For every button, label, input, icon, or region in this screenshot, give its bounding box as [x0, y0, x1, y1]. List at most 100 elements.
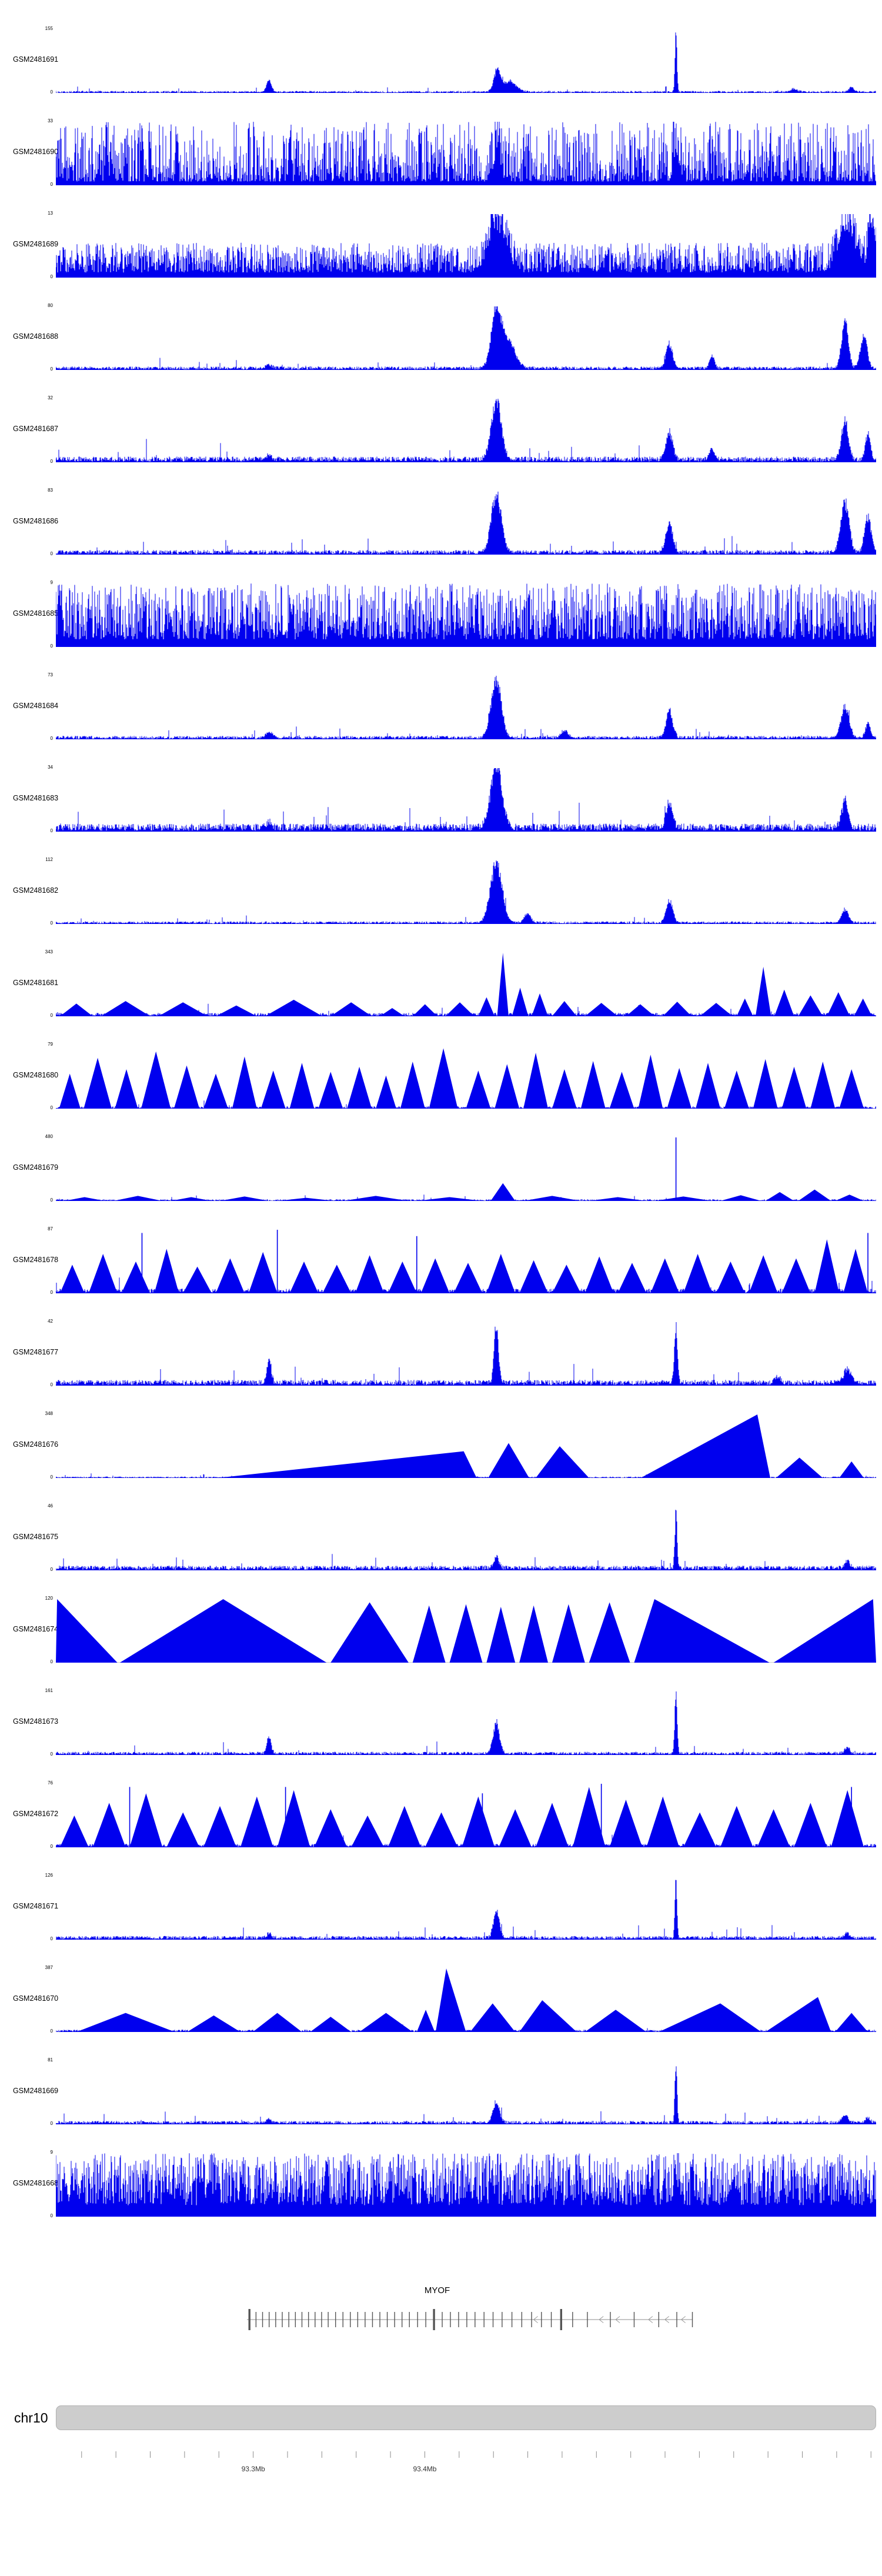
y-axis-max-label: 343 [45, 949, 53, 955]
y-axis-max-label: 73 [48, 672, 53, 678]
y-axis-zero-label: 0 [50, 2213, 53, 2218]
track-name: GSM2481683 [13, 794, 59, 802]
y-axis-zero-label: 0 [50, 366, 53, 372]
track-plot-area [56, 768, 876, 832]
y-axis-max-label: 161 [45, 1688, 53, 1693]
track-plot-area [56, 583, 876, 647]
y-axis-zero-label: 0 [50, 1197, 53, 1203]
track-signal-svg [56, 2066, 876, 2124]
y-axis-max-label: 79 [48, 1042, 53, 1047]
y-axis-max-label: 42 [48, 1319, 53, 1324]
signal-track-GSM2481688: GSM2481688 80 0 [0, 292, 882, 385]
y-axis-max-label: 9 [50, 580, 53, 585]
track-signal-svg [56, 122, 876, 185]
track-name: GSM2481676 [13, 1440, 59, 1449]
y-axis-max-label: 120 [45, 1596, 53, 1601]
signal-track-GSM2481672: GSM2481672 76 0 [0, 1770, 882, 1862]
track-plot-area [56, 1045, 876, 1109]
track-name: GSM2481690 [13, 148, 59, 156]
track-name: GSM2481671 [13, 1902, 59, 1910]
track-plot-area [56, 214, 876, 278]
signal-track-GSM2481670: GSM2481670 387 0 [0, 1954, 882, 2047]
y-axis-zero-label: 0 [50, 828, 53, 833]
y-axis-zero-label: 0 [50, 1659, 53, 1664]
y-axis-zero-label: 0 [50, 1751, 53, 1757]
track-signal-svg [56, 306, 876, 370]
signal-track-GSM2481676: GSM2481676 348 0 [0, 1400, 882, 1493]
y-axis-zero-label: 0 [50, 2121, 53, 2126]
track-signal-svg [56, 1784, 876, 1847]
signal-track-GSM2481669: GSM2481669 81 0 [0, 2047, 882, 2139]
track-name: GSM2481691 [13, 55, 59, 64]
track-plot-area [56, 1876, 876, 1940]
track-plot-area [56, 2061, 876, 2124]
track-plot-area [56, 953, 876, 1016]
track-signal-svg [56, 1880, 876, 1940]
signal-track-GSM2481681: GSM2481681 343 0 [0, 939, 882, 1031]
y-axis-max-label: 13 [48, 211, 53, 216]
y-axis-max-label: 155 [45, 26, 53, 31]
track-name: GSM2481678 [13, 1256, 59, 1264]
track-plot-area [56, 491, 876, 555]
track-signal-svg [56, 860, 876, 924]
track-name: GSM2481688 [13, 332, 59, 341]
track-signal-svg [56, 1968, 876, 2032]
y-axis-zero-label: 0 [50, 2028, 53, 2034]
signal-track-GSM2481691: GSM2481691 155 0 [0, 15, 882, 108]
y-axis-max-label: 126 [45, 1873, 53, 1878]
signal-track-GSM2481675: GSM2481675 46 0 [0, 1493, 882, 1585]
signal-track-GSM2481678: GSM2481678 87 0 [0, 1216, 882, 1308]
track-plot-area [56, 1230, 876, 1293]
track-name: GSM2481672 [13, 1810, 59, 1818]
track-plot-area [56, 1784, 876, 1847]
signal-track-GSM2481685: GSM2481685 9 0 [0, 569, 882, 662]
track-signal-svg [56, 768, 876, 832]
track-plot-area [56, 306, 876, 370]
track-signal-svg [56, 1691, 876, 1755]
track-name: GSM2481677 [13, 1348, 59, 1356]
signal-track-GSM2481690: GSM2481690 33 0 [0, 108, 882, 200]
track-plot-area [56, 1507, 876, 1570]
y-axis-max-label: 480 [45, 1134, 53, 1139]
track-signal-svg [56, 676, 876, 739]
track-signal-svg [56, 1510, 876, 1570]
y-axis-max-label: 46 [48, 1503, 53, 1509]
signal-track-GSM2481689: GSM2481689 13 0 [0, 200, 882, 292]
y-axis-zero-label: 0 [50, 736, 53, 741]
track-name: GSM2481670 [13, 1994, 59, 2003]
track-signal-svg [56, 32, 876, 93]
track-name: GSM2481674 [13, 1625, 59, 1633]
track-name: GSM2481681 [13, 979, 59, 987]
y-axis-max-label: 112 [45, 857, 53, 862]
track-plot-area [56, 676, 876, 739]
y-axis-zero-label: 0 [50, 1382, 53, 1387]
y-axis-zero-label: 0 [50, 182, 53, 187]
genome-axis: 93.3Mb 93.4Mb [81, 2451, 871, 2473]
chromosome-ideogram [56, 2405, 876, 2430]
y-axis-zero-label: 0 [50, 1013, 53, 1018]
y-axis-max-label: 76 [48, 1780, 53, 1786]
track-signal-svg [56, 214, 876, 278]
track-plot-area [56, 1322, 876, 1386]
track-signal-svg [56, 2153, 876, 2217]
chromosome-label: chr10 [14, 2410, 48, 2425]
track-plot-area [56, 1599, 876, 1663]
track-plot-area [56, 1968, 876, 2032]
y-axis-zero-label: 0 [50, 459, 53, 464]
track-name: GSM2481686 [13, 517, 59, 525]
track-signal-svg [56, 1414, 876, 1478]
y-axis-zero-label: 0 [50, 89, 53, 95]
track-plot-area [56, 2153, 876, 2217]
signal-track-GSM2481680: GSM2481680 79 0 [0, 1031, 882, 1123]
track-name: GSM2481682 [13, 886, 59, 895]
signal-track-GSM2481686: GSM2481686 83 0 [0, 477, 882, 569]
y-axis-zero-label: 0 [50, 1290, 53, 1295]
signal-track-GSM2481671: GSM2481671 126 0 [0, 1862, 882, 1954]
track-signal-svg [56, 1230, 876, 1293]
y-axis-max-label: 83 [48, 488, 53, 493]
y-axis-zero-label: 0 [50, 920, 53, 926]
track-plot-area [56, 1691, 876, 1755]
y-axis-max-label: 387 [45, 1965, 53, 1970]
y-axis-max-label: 33 [48, 118, 53, 124]
y-axis-zero-label: 0 [50, 1105, 53, 1110]
